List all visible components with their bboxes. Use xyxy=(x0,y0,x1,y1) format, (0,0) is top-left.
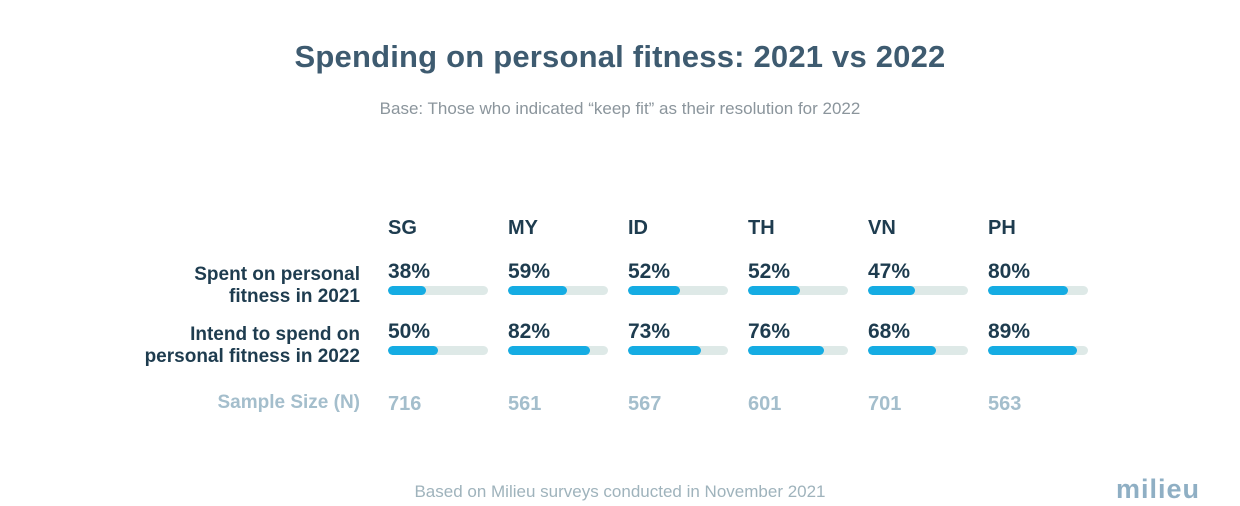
fitness-spending-table: SG MY ID TH VN PH Spent on personal fitn… xyxy=(0,214,1240,420)
cell-2021-my: 59% xyxy=(508,256,628,316)
cell-2021-sg: 38% xyxy=(388,256,508,316)
column-header-vn: VN xyxy=(868,217,896,239)
bar-track xyxy=(988,286,1088,295)
sample-size-id: 567 xyxy=(628,393,662,415)
milieu-logo: milieu xyxy=(1115,474,1200,504)
bar-fill xyxy=(748,286,800,295)
bar-track xyxy=(748,286,848,295)
header-spacer xyxy=(0,214,388,256)
sample-size-vn: 701 xyxy=(868,393,902,415)
cell-2022-id: 73% xyxy=(628,316,748,376)
bar-track xyxy=(748,346,848,355)
bar-track xyxy=(988,346,1088,355)
value-label: 52% xyxy=(628,260,671,283)
bar-track xyxy=(868,286,968,295)
bar-fill xyxy=(508,286,567,295)
row-label-intend-2022: Intend to spend on personal fitness in 2… xyxy=(0,316,388,376)
row-label-spent-2021: Spent on personal fitness in 2021 xyxy=(0,256,388,316)
bar-fill xyxy=(748,346,824,355)
cell-2022-vn: 68% xyxy=(868,316,988,376)
subtitle: Base: Those who indicated “keep fit” as … xyxy=(379,99,861,118)
value-label: 50% xyxy=(388,320,431,343)
bar-fill xyxy=(628,346,701,355)
bar-track xyxy=(388,286,488,295)
bar-track xyxy=(388,346,488,355)
row-intend-2022: Intend to spend on personal fitness in 2… xyxy=(0,316,1240,376)
page-title: Spending on personal fitness: 2021 vs 20… xyxy=(294,39,946,74)
row-label-line: fitness in 2021 xyxy=(229,286,360,307)
column-header-my: MY xyxy=(508,217,538,239)
value-label: 89% xyxy=(988,320,1031,343)
bar-track xyxy=(508,346,608,355)
row-spent-2021: Spent on personal fitness in 2021 38% 59… xyxy=(0,256,1240,316)
infographic-card: Spending on personal fitness: 2021 vs 20… xyxy=(0,38,1240,506)
row-label-line: Intend to spend on xyxy=(190,324,360,345)
bar-track xyxy=(628,346,728,355)
bar-fill xyxy=(868,346,936,355)
column-header-sg: SG xyxy=(388,217,417,239)
bar-fill xyxy=(988,286,1068,295)
column-header-id: ID xyxy=(628,217,648,239)
bar-fill xyxy=(988,346,1077,355)
cell-2021-vn: 47% xyxy=(868,256,988,316)
sample-size-my: 561 xyxy=(508,393,542,415)
row-label-line: Spent on personal xyxy=(194,264,360,285)
bar-fill xyxy=(388,346,438,355)
bar-fill xyxy=(868,286,915,295)
value-label: 73% xyxy=(628,320,671,343)
value-label: 80% xyxy=(988,260,1031,283)
value-label: 38% xyxy=(388,260,431,283)
value-label: 47% xyxy=(868,260,911,283)
value-label: 76% xyxy=(748,320,791,343)
cell-2022-my: 82% xyxy=(508,316,628,376)
value-label: 68% xyxy=(868,320,911,343)
bar-fill xyxy=(388,286,426,295)
bar-track xyxy=(628,286,728,295)
sample-size-th: 601 xyxy=(748,393,782,415)
cell-2022-sg: 50% xyxy=(388,316,508,376)
bar-fill xyxy=(628,286,680,295)
cell-2021-th: 52% xyxy=(748,256,868,316)
sample-size-sg: 716 xyxy=(388,393,422,415)
cell-2022-th: 76% xyxy=(748,316,868,376)
bar-track xyxy=(868,346,968,355)
country-header-row: SG MY ID TH VN PH xyxy=(0,214,1240,256)
cell-2022-ph: 89% xyxy=(988,316,1108,376)
cell-2021-id: 52% xyxy=(628,256,748,316)
bar-track xyxy=(508,286,608,295)
column-header-ph: PH xyxy=(988,217,1016,239)
value-label: 52% xyxy=(748,260,791,283)
row-label-line: personal fitness in 2022 xyxy=(144,346,360,367)
source-note: Based on Milieu surveys conducted in Nov… xyxy=(414,482,826,501)
value-label: 59% xyxy=(508,260,551,283)
cell-2021-ph: 80% xyxy=(988,256,1108,316)
row-sample-size: Sample Size (N) 716 561 567 601 701 563 xyxy=(0,376,1240,420)
bar-fill xyxy=(508,346,590,355)
value-label: 82% xyxy=(508,320,551,343)
row-label-sample-size: Sample Size (N) xyxy=(217,392,360,413)
sample-size-ph: 563 xyxy=(988,393,1022,415)
column-header-th: TH xyxy=(748,217,775,239)
